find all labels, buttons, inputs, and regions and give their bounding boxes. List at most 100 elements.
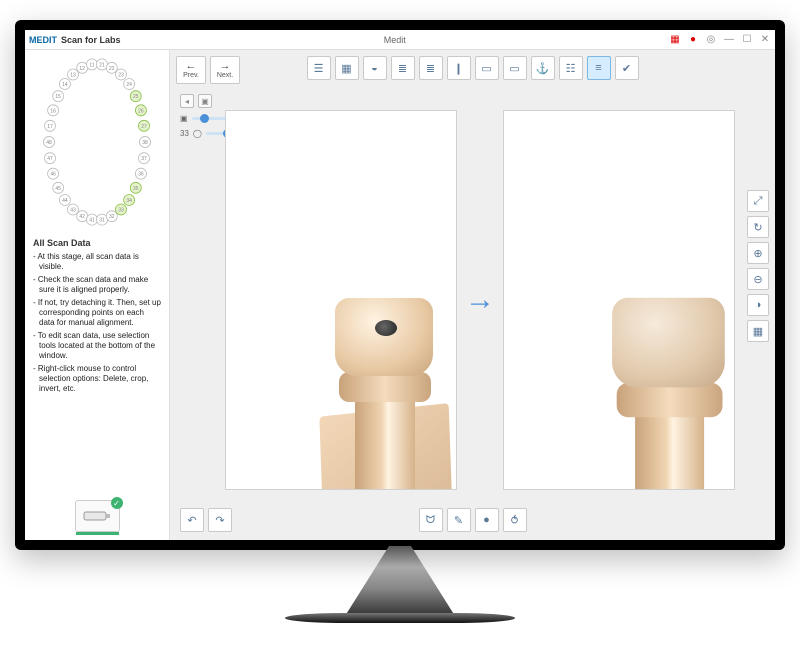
tooth-44[interactable]: 44: [59, 195, 70, 206]
compare-arrow-icon: →: [465, 110, 495, 490]
help-item: Check the scan data and make sure it is …: [33, 275, 161, 295]
zoom-in-icon[interactable]: ⊕: [747, 242, 769, 264]
tooth-34[interactable]: 34: [124, 195, 135, 206]
help-item: If not, try detaching it. Then, set up c…: [33, 298, 161, 328]
tooth-22[interactable]: 22: [106, 62, 117, 73]
view-tools: ⤢ ↻ ⊕ ⊖ ◑ ▦: [747, 190, 769, 342]
arrow-right-icon: →: [220, 61, 231, 72]
svg-text:36: 36: [138, 172, 144, 178]
undo-button[interactable]: ↶: [180, 508, 204, 532]
tooth-41[interactable]: 41: [87, 214, 98, 225]
app-brand: MEDIT: [29, 35, 57, 45]
help-item: At this stage, all scan data is visible.: [33, 252, 161, 272]
tooth-chart[interactable]: 1817161514131211212223242526272848474645…: [25, 50, 169, 232]
svg-text:26: 26: [138, 108, 144, 114]
tooth-48[interactable]: 48: [44, 137, 55, 148]
svg-text:46: 46: [50, 172, 56, 178]
tooth-27[interactable]: 27: [139, 120, 150, 131]
confirm-tool[interactable]: ✔: [615, 56, 639, 80]
tooth-24[interactable]: 24: [124, 79, 135, 90]
svg-text:38: 38: [142, 140, 148, 146]
tooth-36[interactable]: 36: [135, 168, 146, 179]
target-icon[interactable]: ◎: [705, 34, 717, 46]
svg-text:33: 33: [118, 208, 124, 214]
tooth-16[interactable]: 16: [48, 105, 59, 116]
scanner-tool[interactable]: ▦: [335, 56, 359, 80]
prev-label: Prev.: [183, 72, 199, 79]
link-tool[interactable]: ⚓: [531, 56, 555, 80]
svg-text:21: 21: [99, 62, 105, 68]
tooth-47[interactable]: 47: [45, 153, 56, 164]
refresh-icon[interactable]: ↻: [747, 216, 769, 238]
tooth-33[interactable]: 33: [116, 204, 127, 215]
svg-text:15: 15: [55, 94, 61, 100]
help-panel: All Scan Data At this stage, all scan da…: [25, 232, 169, 494]
scanner-status-card[interactable]: ✓: [75, 500, 120, 532]
tooth-11[interactable]: 11: [87, 59, 98, 70]
tooth-45[interactable]: 45: [53, 182, 64, 193]
stack-2[interactable]: ≣: [419, 56, 443, 80]
record-grid-icon[interactable]: ▦: [669, 34, 681, 46]
viewport-right[interactable]: [503, 110, 735, 490]
svg-text:22: 22: [109, 66, 115, 72]
pill-2[interactable]: ▭: [503, 56, 527, 80]
viewport-container: →: [225, 110, 735, 490]
zoom-out-icon[interactable]: ⊖: [747, 268, 769, 290]
sidebar: 1817161514131211212223242526272848474645…: [25, 50, 170, 540]
svg-text:44: 44: [62, 198, 68, 204]
cube-icon[interactable]: ▦: [747, 320, 769, 342]
prev-button[interactable]: ← Prev.: [176, 56, 206, 84]
record-icon[interactable]: ●: [687, 34, 699, 46]
tooth-32[interactable]: 32: [106, 211, 117, 222]
tooth-14[interactable]: 14: [59, 79, 70, 90]
tooth-43[interactable]: 43: [68, 204, 79, 215]
form-tool[interactable]: ☰: [307, 56, 331, 80]
stack-1[interactable]: ≣: [391, 56, 415, 80]
svg-text:43: 43: [70, 208, 76, 214]
title-bar: MEDIT Scan for Labs Medit ▦ ● ◎ — ☐ ✕: [25, 30, 775, 50]
tooth-25[interactable]: 25: [130, 91, 141, 102]
next-button[interactable]: → Next.: [210, 56, 240, 84]
tooth-15[interactable]: 15: [53, 91, 64, 102]
svg-text:32: 32: [109, 214, 115, 220]
viewport-left[interactable]: [225, 110, 457, 490]
tooth-31[interactable]: 31: [97, 214, 108, 225]
pill-1[interactable]: ▭: [475, 56, 499, 80]
brush-icon[interactable]: ✎: [447, 508, 471, 532]
svg-text:11: 11: [89, 62, 94, 68]
svg-text:37: 37: [141, 156, 147, 162]
tooth-35[interactable]: 35: [130, 182, 141, 193]
list-tool[interactable]: ≡: [587, 56, 611, 80]
tooth-21[interactable]: 21: [97, 59, 108, 70]
toggle-1[interactable]: ◂: [180, 94, 194, 108]
minimize-icon[interactable]: —: [723, 34, 735, 46]
column-tool[interactable]: ❙: [447, 56, 471, 80]
tooth-38[interactable]: 38: [140, 137, 151, 148]
tooth-13[interactable]: 13: [68, 69, 79, 80]
disc-icon[interactable]: ●: [475, 508, 499, 532]
tooth-17[interactable]: 17: [45, 120, 56, 131]
svg-text:35: 35: [133, 186, 139, 192]
maximize-icon[interactable]: ☐: [741, 34, 753, 46]
align-tool[interactable]: ☷: [559, 56, 583, 80]
arrow-left-icon: ←: [186, 61, 197, 72]
slider-label-2: 33: [180, 129, 189, 138]
shade-icon[interactable]: ◑: [747, 294, 769, 316]
tooth-icon[interactable]: ᗢ: [419, 508, 443, 532]
redo-button[interactable]: ↷: [208, 508, 232, 532]
close-icon[interactable]: ✕: [759, 34, 771, 46]
tooth-12[interactable]: 12: [77, 62, 88, 73]
tooth-26[interactable]: 26: [135, 105, 146, 116]
lasso-icon[interactable]: ⥀: [503, 508, 527, 532]
svg-text:13: 13: [70, 73, 76, 79]
svg-text:31: 31: [99, 218, 105, 224]
tooth-37[interactable]: 37: [139, 153, 150, 164]
tooth-46[interactable]: 46: [48, 168, 59, 179]
tooth-23[interactable]: 23: [116, 69, 127, 80]
content-area: ← Prev. → Next. ☰▦◒≣≣❙▭▭⚓☷≡✔ ◂ ▣ ▣: [170, 50, 775, 540]
arch-tool[interactable]: ◒: [363, 56, 387, 80]
slider-icon-2: ◯: [193, 129, 202, 138]
tooth-42[interactable]: 42: [77, 211, 88, 222]
expand-icon[interactable]: ⤢: [747, 190, 769, 212]
toggle-2[interactable]: ▣: [198, 94, 212, 108]
